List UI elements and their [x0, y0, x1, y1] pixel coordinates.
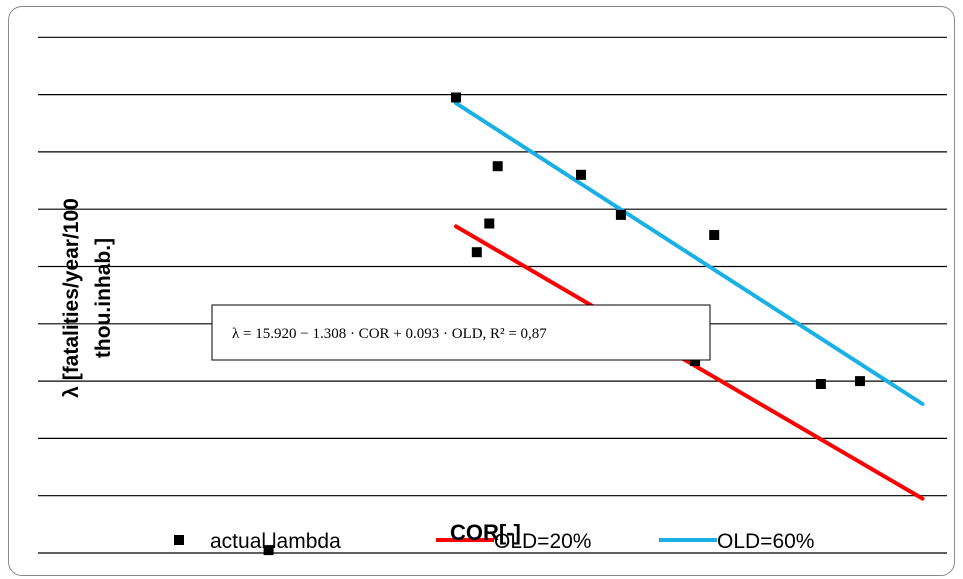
y-axis-label-line-2: thou.inhab.]	[92, 238, 115, 358]
data-points	[263, 92, 865, 556]
series-lines	[454, 101, 925, 501]
y-axis-label: λ [fatalities/year/100 thou.inhab.]	[60, 198, 115, 398]
legend-marker-actual-lambda	[174, 535, 184, 545]
data-point	[576, 169, 586, 180]
series-line-2	[454, 101, 925, 406]
legend: actual lambda OLD=20% OLD=60%	[174, 530, 814, 553]
data-point	[471, 247, 482, 258]
equation-box	[211, 304, 711, 361]
data-point	[615, 209, 626, 220]
gridlines	[38, 36, 947, 554]
legend-label-actual-lambda: actual lambda	[210, 530, 341, 553]
data-point	[855, 376, 865, 387]
y-axis-label-line-1: λ [fatalities/year/100	[60, 198, 83, 398]
data-point	[815, 379, 826, 389]
legend-label-old-60: OLD=60%	[717, 530, 814, 553]
data-point	[263, 545, 274, 556]
series-line-1	[454, 224, 925, 501]
equation-annotation: λ = 15.920 − 1.308 · COR + 0.093 · OLD, …	[211, 304, 711, 361]
chart-frame	[8, 6, 955, 576]
equation-text: λ = 15.920 − 1.308 · COR + 0.093 · OLD, …	[232, 326, 547, 342]
legend-label-old-20: OLD=20%	[494, 530, 591, 553]
data-point	[690, 356, 701, 366]
data-point	[709, 230, 720, 240]
data-point	[492, 161, 503, 172]
data-point	[484, 218, 495, 229]
data-point	[451, 92, 461, 103]
x-axis-label: COR[-]	[450, 520, 521, 545]
